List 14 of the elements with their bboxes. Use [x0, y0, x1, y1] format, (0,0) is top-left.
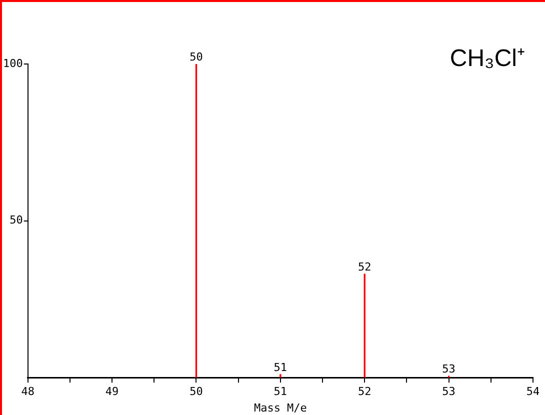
x-tick-label: 53 — [442, 385, 456, 398]
x-tick-label: 48 — [21, 385, 34, 398]
annotation: 51 — [274, 360, 288, 374]
x-axis-title: Mass M/e — [254, 401, 307, 414]
x-tick-label: 52 — [358, 385, 372, 398]
x-tick-label: 50 — [190, 385, 203, 398]
y-tick-label: 100 — [2, 56, 23, 70]
x-tick-label: 54 — [526, 385, 540, 398]
x-tick-label: 49 — [105, 385, 119, 398]
annotation: 53 — [442, 362, 456, 376]
annotation: 52 — [358, 260, 372, 274]
annotation: 50 — [190, 50, 203, 64]
x-tick-label: 51 — [274, 385, 288, 398]
chart-title: CH₃Cl⁺ — [450, 44, 525, 73]
